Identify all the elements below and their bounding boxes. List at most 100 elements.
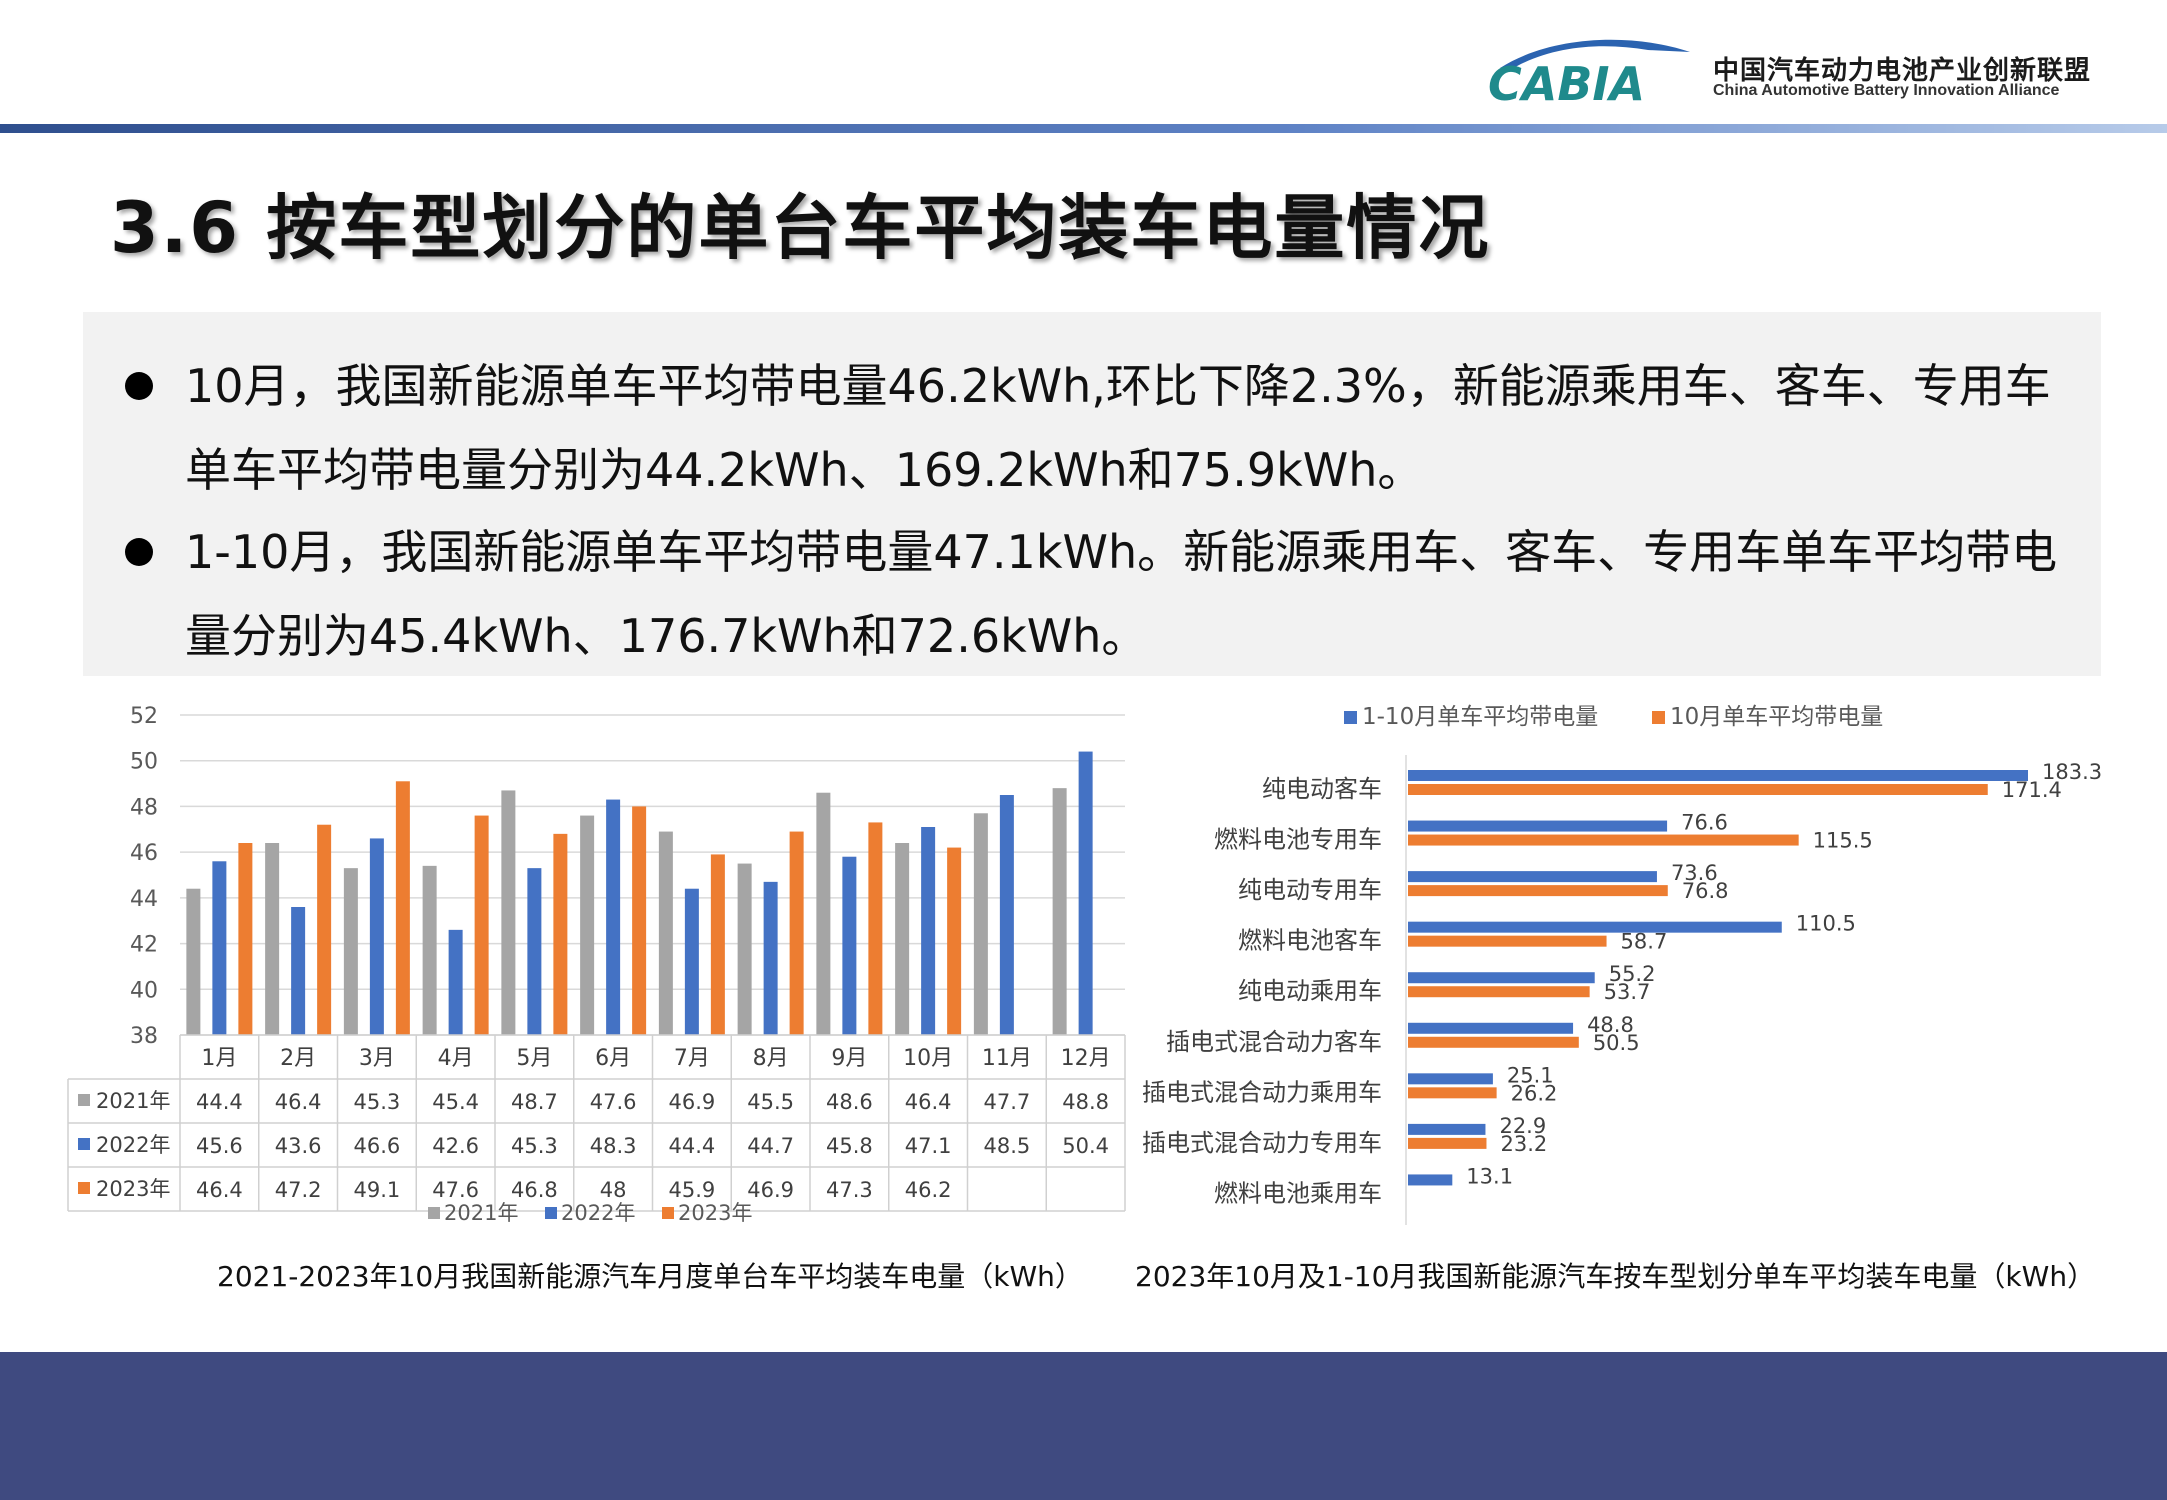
org-name-cn: 中国汽车动力电池产业创新联盟 bbox=[1713, 56, 2092, 86]
bar-2021年-12月 bbox=[1052, 788, 1067, 1035]
data-label: 48.8 bbox=[1587, 1013, 1634, 1037]
table-cell-value: 48.8 bbox=[1062, 1090, 1109, 1114]
org-name-en: China Automotive Battery Innovation Alli… bbox=[1713, 82, 2060, 99]
bar-2023年-6月 bbox=[632, 806, 647, 1035]
bar-2022年-9月 bbox=[842, 856, 857, 1035]
table-cell-value: 45.8 bbox=[826, 1134, 873, 1158]
table-cell-value: 48.5 bbox=[983, 1134, 1030, 1158]
table-cell-value: 49.1 bbox=[353, 1178, 400, 1202]
bar-2021年-9月 bbox=[816, 792, 831, 1035]
legend-key-10月单车平均带电量 bbox=[1652, 711, 1665, 724]
bar-10月单车平均带电量-燃料电池客车 bbox=[1408, 935, 1607, 947]
y-tick-label: 38 bbox=[130, 1024, 158, 1049]
page-title: 3.6 按车型划分的单台车平均装车电量情况 bbox=[110, 187, 1491, 269]
bar-2022年-11月 bbox=[999, 795, 1014, 1035]
bar-1-10月单车平均带电量-燃料电池乘用车 bbox=[1408, 1174, 1453, 1186]
category-label: 燃料电池专用车 bbox=[1214, 826, 1382, 854]
table-cell-value: 46.8 bbox=[511, 1178, 558, 1202]
data-label: 183.3 bbox=[2042, 760, 2102, 784]
logo-wordmark: CABIA bbox=[1488, 57, 1645, 105]
legend-key-2023年 bbox=[662, 1207, 674, 1219]
legend-key-2022年 bbox=[545, 1207, 557, 1219]
table-legend-key-2023年 bbox=[78, 1182, 90, 1194]
x-tick-label: 7月 bbox=[674, 1046, 710, 1071]
category-label: 插电式混合动力专用车 bbox=[1142, 1129, 1382, 1157]
data-label: 53.7 bbox=[1604, 980, 1651, 1004]
table-row-label: 2022年 bbox=[96, 1133, 170, 1157]
bar-2021年-7月 bbox=[658, 831, 673, 1035]
table-cell-value: 46.6 bbox=[353, 1134, 400, 1158]
category-label: 纯电动客车 bbox=[1262, 775, 1382, 803]
bar-2021年-1月 bbox=[186, 888, 201, 1035]
table-cell-value: 48.6 bbox=[826, 1090, 873, 1114]
table-legend-key-2022年 bbox=[78, 1138, 90, 1150]
bar-1-10月单车平均带电量-燃料电池客车 bbox=[1408, 921, 1782, 933]
category-label: 燃料电池乘用车 bbox=[1214, 1179, 1382, 1207]
legend-label: 2021年 bbox=[444, 1201, 518, 1225]
summary-box: 10月，我国新能源单车平均带电量46.2kWh,环比下降2.3%，新能源乘用车、… bbox=[83, 312, 2101, 676]
table-cell-value: 45.5 bbox=[747, 1090, 794, 1114]
x-tick-label: 11月 bbox=[982, 1046, 1032, 1071]
bar-2021年-2月 bbox=[265, 843, 280, 1035]
table-cell-value: 45.3 bbox=[353, 1090, 400, 1114]
table-cell-value: 46.2 bbox=[905, 1178, 952, 1202]
bar-2022年-5月 bbox=[527, 868, 542, 1035]
header-divider bbox=[0, 124, 2167, 133]
right-chart-caption: 2023年10月及1-10月我国新能源汽车按车型划分单车平均装车电量（kWh） bbox=[1135, 1260, 2096, 1293]
bullet-dot-icon bbox=[125, 538, 153, 566]
bar-2022年-12月 bbox=[1078, 751, 1093, 1035]
bar-2022年-2月 bbox=[291, 907, 306, 1035]
data-label: 58.7 bbox=[1621, 930, 1668, 954]
table-cell-value: 46.4 bbox=[905, 1090, 952, 1114]
left-chart-caption: 2021-2023年10月我国新能源汽车月度单台车平均装车电量（kWh） bbox=[217, 1260, 1083, 1293]
table-cell-value: 48.3 bbox=[590, 1134, 637, 1158]
y-tick-label: 42 bbox=[130, 933, 158, 958]
bar-1-10月单车平均带电量-燃料电池专用车 bbox=[1408, 820, 1668, 832]
data-label: 23.2 bbox=[1500, 1132, 1547, 1156]
bar-2023年-9月 bbox=[868, 822, 883, 1035]
bar-1-10月单车平均带电量-纯电动客车 bbox=[1408, 770, 2028, 781]
table-cell-value: 50.4 bbox=[1062, 1134, 1109, 1158]
table-cell-value: 42.6 bbox=[432, 1134, 479, 1158]
table-cell-value: 45.4 bbox=[432, 1090, 479, 1114]
x-tick-label: 10月 bbox=[903, 1046, 953, 1071]
table-cell-value: 46.4 bbox=[196, 1178, 243, 1202]
legend-label: 2022年 bbox=[561, 1201, 635, 1225]
bar-2023年-8月 bbox=[789, 831, 804, 1035]
x-tick-label: 3月 bbox=[359, 1046, 395, 1071]
data-label: 26.2 bbox=[1511, 1081, 1558, 1105]
bar-10月单车平均带电量-插电式混合动力专用车 bbox=[1408, 1137, 1487, 1149]
bar-2022年-3月 bbox=[369, 838, 384, 1035]
table-cell-value: 47.1 bbox=[905, 1134, 952, 1158]
category-label: 纯电动乘用车 bbox=[1238, 977, 1382, 1005]
data-label: 115.5 bbox=[1813, 829, 1873, 853]
bar-1-10月单车平均带电量-纯电动乘用车 bbox=[1408, 972, 1595, 984]
cabia-logo-icon: CABIA bbox=[1488, 39, 1690, 105]
table-cell-value: 46.9 bbox=[668, 1090, 715, 1114]
x-tick-label: 12月 bbox=[1061, 1046, 1111, 1071]
bar-2023年-4月 bbox=[474, 815, 489, 1035]
data-label: 55.2 bbox=[1609, 962, 1656, 986]
legend-label: 2023年 bbox=[678, 1201, 752, 1225]
table-cell-value: 45.3 bbox=[511, 1134, 558, 1158]
x-tick-label: 4月 bbox=[438, 1046, 474, 1071]
bar-2023年-2月 bbox=[317, 824, 332, 1035]
bar-2023年-1月 bbox=[238, 843, 253, 1035]
legend-label: 10月单车平均带电量 bbox=[1670, 704, 1883, 730]
x-tick-label: 6月 bbox=[595, 1046, 631, 1071]
table-cell-value: 47.6 bbox=[590, 1090, 637, 1114]
legend-key-1-10月单车平均带电量 bbox=[1344, 711, 1357, 724]
table-row-label: 2023年 bbox=[96, 1177, 170, 1201]
bar-2022年-7月 bbox=[684, 888, 699, 1035]
bar-10月单车平均带电量-燃料电池专用车 bbox=[1408, 834, 1799, 846]
bar-2022年-8月 bbox=[763, 881, 778, 1035]
x-tick-label: 9月 bbox=[831, 1046, 867, 1071]
table-cell-value: 44.7 bbox=[747, 1134, 794, 1158]
header: CABIA 中国汽车动力电池产业创新联盟 China Automotive Ba… bbox=[0, 0, 2167, 135]
data-label: 73.6 bbox=[1671, 861, 1718, 885]
bar-2023年-3月 bbox=[395, 781, 410, 1035]
table-cell-value: 44.4 bbox=[196, 1090, 243, 1114]
y-tick-label: 44 bbox=[130, 887, 158, 912]
table-cell-value: 46.4 bbox=[275, 1090, 322, 1114]
y-tick-label: 40 bbox=[130, 978, 158, 1003]
